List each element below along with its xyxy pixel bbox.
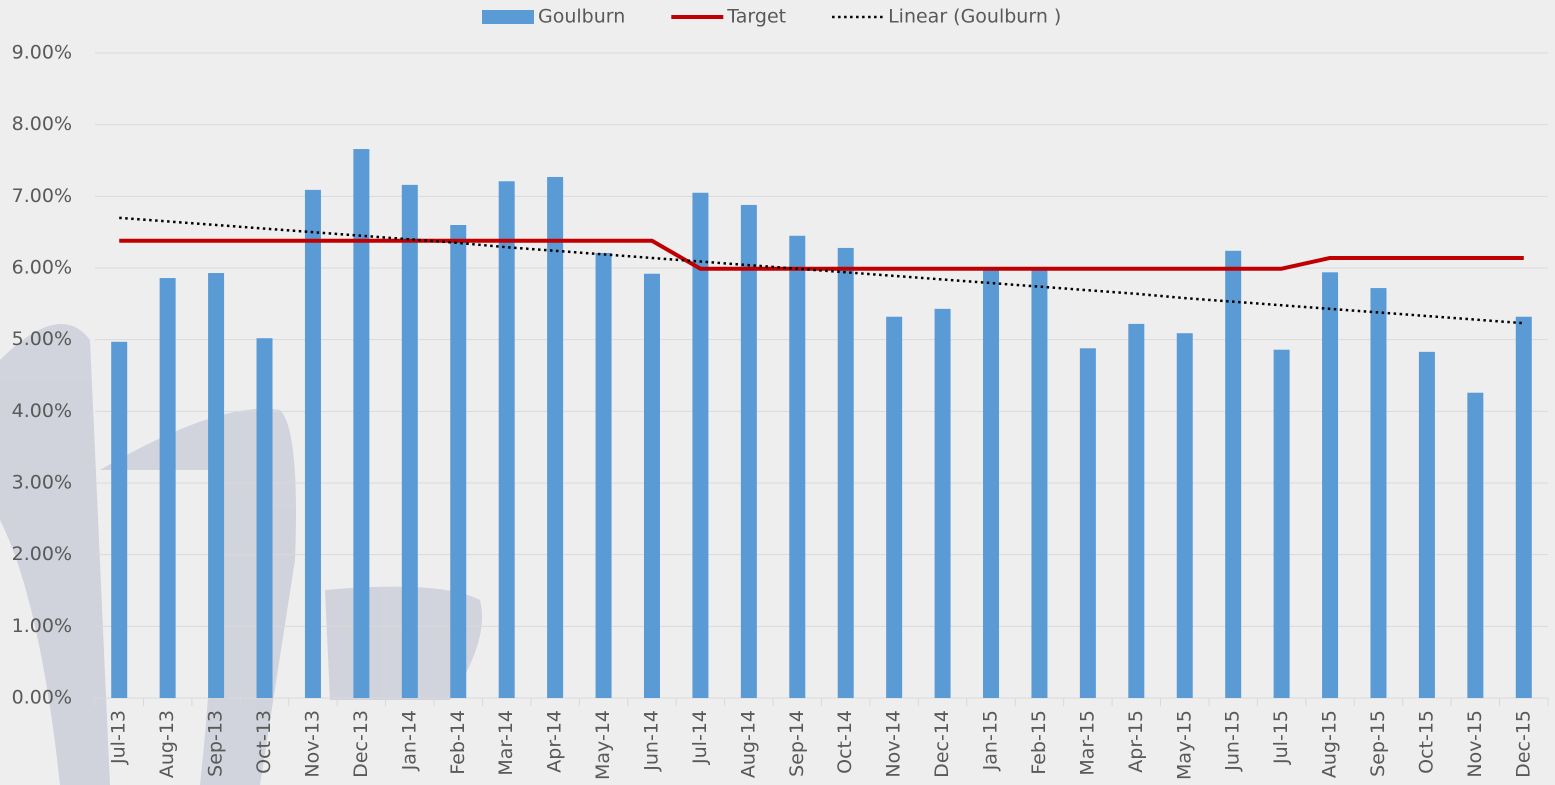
bar	[353, 149, 370, 699]
bar	[256, 338, 273, 698]
x-tick-label: Apr-14	[544, 710, 566, 773]
bar	[934, 308, 951, 698]
bar	[304, 189, 321, 698]
x-tick-label: Oct-13	[253, 710, 275, 774]
x-tick-label: Nov-13	[301, 710, 323, 778]
bar	[111, 341, 128, 698]
x-tick-label: Nov-15	[1464, 710, 1486, 778]
x-tick-label: Nov-14	[883, 710, 905, 778]
x-tick-label: Oct-14	[834, 710, 856, 774]
bar	[740, 204, 757, 698]
bar	[1176, 333, 1193, 698]
legend-swatch	[482, 10, 534, 24]
trend-line	[119, 216, 1524, 325]
x-tick-label: Mar-15	[1076, 710, 1098, 776]
x-tick-label: Jun-15	[1222, 710, 1244, 772]
x-tick-label: Dec-15	[1512, 710, 1534, 778]
x-tick-label: Aug-14	[737, 710, 759, 778]
bar	[595, 252, 612, 698]
bar	[1322, 272, 1339, 698]
y-tick-label: 6.00%	[12, 257, 72, 279]
x-tick-label: Apr-15	[1125, 710, 1147, 773]
bar	[837, 247, 854, 698]
y-tick-label: 7.00%	[12, 185, 72, 207]
x-tick-label: Feb-14	[447, 710, 469, 775]
x-tick-label: Mar-14	[495, 710, 517, 776]
x-tick-label: Jul-14	[689, 710, 711, 765]
x-tick-label: Aug-15	[1319, 710, 1341, 778]
x-tick-label: Dec-13	[350, 710, 372, 778]
y-tick-label: 5.00%	[12, 328, 72, 350]
x-tick-label: May-15	[1173, 710, 1195, 780]
bar	[643, 273, 660, 698]
bar	[208, 273, 225, 698]
x-tick-label: Jan-14	[398, 710, 420, 771]
bar	[1079, 348, 1096, 698]
x-tick-label: Sep-13	[205, 710, 227, 777]
bar	[159, 278, 176, 698]
bar	[401, 184, 418, 698]
x-tick-label: Jan-15	[980, 710, 1002, 771]
bar	[1273, 349, 1290, 698]
legend-label: Goulburn	[538, 6, 625, 28]
y-tick-label: 9.00%	[12, 42, 72, 64]
bar	[1370, 288, 1387, 698]
bar	[1515, 316, 1532, 698]
x-tick-label: Oct-15	[1415, 710, 1437, 774]
y-tick-label: 8.00%	[12, 113, 72, 135]
y-tick-label: 2.00%	[12, 543, 72, 565]
y-tick-label: 3.00%	[12, 472, 72, 494]
bar	[547, 176, 564, 698]
bar	[498, 181, 515, 699]
bar	[692, 192, 709, 698]
x-tick-label: Sep-15	[1367, 710, 1389, 777]
x-tick-label: Sep-14	[786, 710, 808, 777]
legend-label: Linear (Goulburn )	[888, 6, 1061, 28]
x-tick-label: Dec-14	[931, 710, 953, 778]
x-tick-label: Jun-14	[640, 710, 662, 772]
bar	[886, 316, 903, 698]
target-line	[119, 238, 1524, 271]
bar	[1467, 392, 1484, 698]
bar	[983, 268, 1000, 698]
bar	[1031, 268, 1048, 698]
x-tick-label: Jul-13	[108, 710, 130, 765]
bar	[789, 235, 806, 698]
x-tick-label: May-14	[592, 710, 614, 780]
bar	[1418, 351, 1435, 698]
y-tick-label: 4.00%	[12, 400, 72, 422]
legend-label: Target	[726, 6, 786, 28]
x-tick-label: Feb-15	[1028, 710, 1050, 775]
bar	[450, 225, 467, 698]
x-tick-label: Jul-15	[1270, 710, 1292, 765]
bar	[1128, 323, 1145, 698]
bar	[1225, 250, 1242, 699]
y-tick-label: 1.00%	[12, 615, 72, 637]
legend: Goulburn Target Linear (Goulburn )	[482, 6, 1061, 28]
y-tick-label: 0.00%	[12, 687, 72, 709]
x-tick-label: Aug-13	[156, 710, 178, 778]
